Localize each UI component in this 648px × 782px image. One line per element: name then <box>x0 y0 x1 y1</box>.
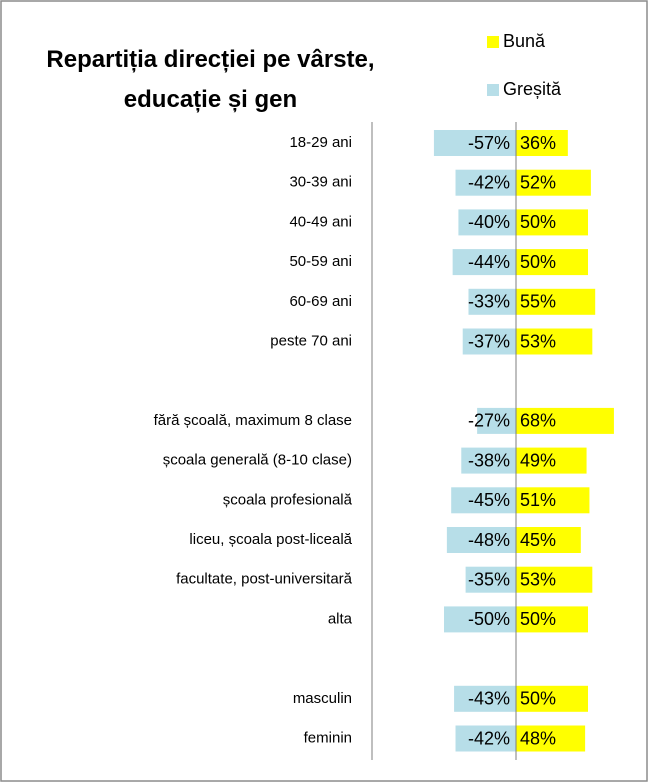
category-label: 50-59 ani <box>289 253 352 270</box>
bar <box>516 249 588 276</box>
bar <box>455 725 516 752</box>
bar <box>516 487 590 514</box>
category-label: feminin <box>304 729 352 746</box>
bar <box>516 527 581 553</box>
value-label: 51% <box>520 490 556 510</box>
bar <box>516 447 587 474</box>
value-label: 49% <box>520 450 556 470</box>
bar <box>455 169 516 196</box>
bar <box>516 328 593 355</box>
category-label: fără școală, maximum 8 clase <box>154 412 352 429</box>
value-label: -33% <box>468 292 510 312</box>
chart-title: Repartiția direcției pe vârste, educație… <box>46 46 375 113</box>
category-label: masculin <box>293 690 352 707</box>
value-label: -44% <box>468 252 510 272</box>
bar <box>451 487 516 514</box>
bar <box>477 407 516 434</box>
bar <box>516 407 614 434</box>
bar <box>468 288 516 315</box>
value-label: 55% <box>520 292 556 312</box>
value-label: 50% <box>520 609 556 629</box>
value-label: 50% <box>520 689 556 709</box>
value-label: -48% <box>468 530 510 550</box>
value-label: 52% <box>520 172 556 192</box>
value-label: 53% <box>520 569 556 589</box>
bar <box>516 288 596 315</box>
value-label: 53% <box>520 331 556 351</box>
category-label: 30-39 ani <box>289 174 352 191</box>
category-label: alta <box>328 610 353 627</box>
bar <box>516 566 593 593</box>
bar <box>433 130 516 156</box>
bar <box>465 566 516 593</box>
bar <box>462 328 516 355</box>
bar <box>452 249 516 276</box>
category-label: liceu, școala post-liceală <box>189 531 352 548</box>
value-label: 45% <box>520 530 556 550</box>
bar <box>516 606 588 633</box>
value-label: -42% <box>468 728 510 748</box>
value-label: -35% <box>468 569 510 589</box>
bar <box>461 447 516 474</box>
legend-swatch <box>487 36 499 48</box>
value-label: 48% <box>520 728 556 748</box>
value-label: 50% <box>520 212 556 232</box>
category-label: 18-29 ani <box>289 134 352 151</box>
value-label: -45% <box>468 490 510 510</box>
value-label: -57% <box>468 133 510 153</box>
legend-label: Bună <box>503 31 546 51</box>
bar <box>516 725 586 752</box>
value-label: 68% <box>520 411 556 431</box>
category-label: facultate, post-universitară <box>176 571 353 588</box>
bar <box>458 209 516 236</box>
value-label: -38% <box>468 450 510 470</box>
category-label: 40-49 ani <box>289 213 352 230</box>
legend-swatch <box>487 84 499 96</box>
category-label: școala generală (8-10 clase) <box>163 452 352 469</box>
category-label: 60-69 ani <box>289 293 352 310</box>
value-label: -50% <box>468 609 510 629</box>
value-label: 50% <box>520 252 556 272</box>
value-label: -42% <box>468 172 510 192</box>
bar <box>516 169 591 196</box>
value-label: -27% <box>468 411 510 431</box>
bar <box>516 130 568 156</box>
bar <box>516 685 588 712</box>
bar <box>516 209 588 236</box>
value-label: 36% <box>520 133 556 153</box>
legend-label: Greșită <box>503 79 562 99</box>
value-label: -40% <box>468 212 510 232</box>
bar <box>444 606 516 633</box>
value-label: -43% <box>468 689 510 709</box>
category-label: școala profesională <box>223 491 353 508</box>
value-label: -37% <box>468 331 510 351</box>
bar <box>446 527 516 553</box>
bar <box>454 685 516 712</box>
category-label: peste 70 ani <box>270 332 352 349</box>
